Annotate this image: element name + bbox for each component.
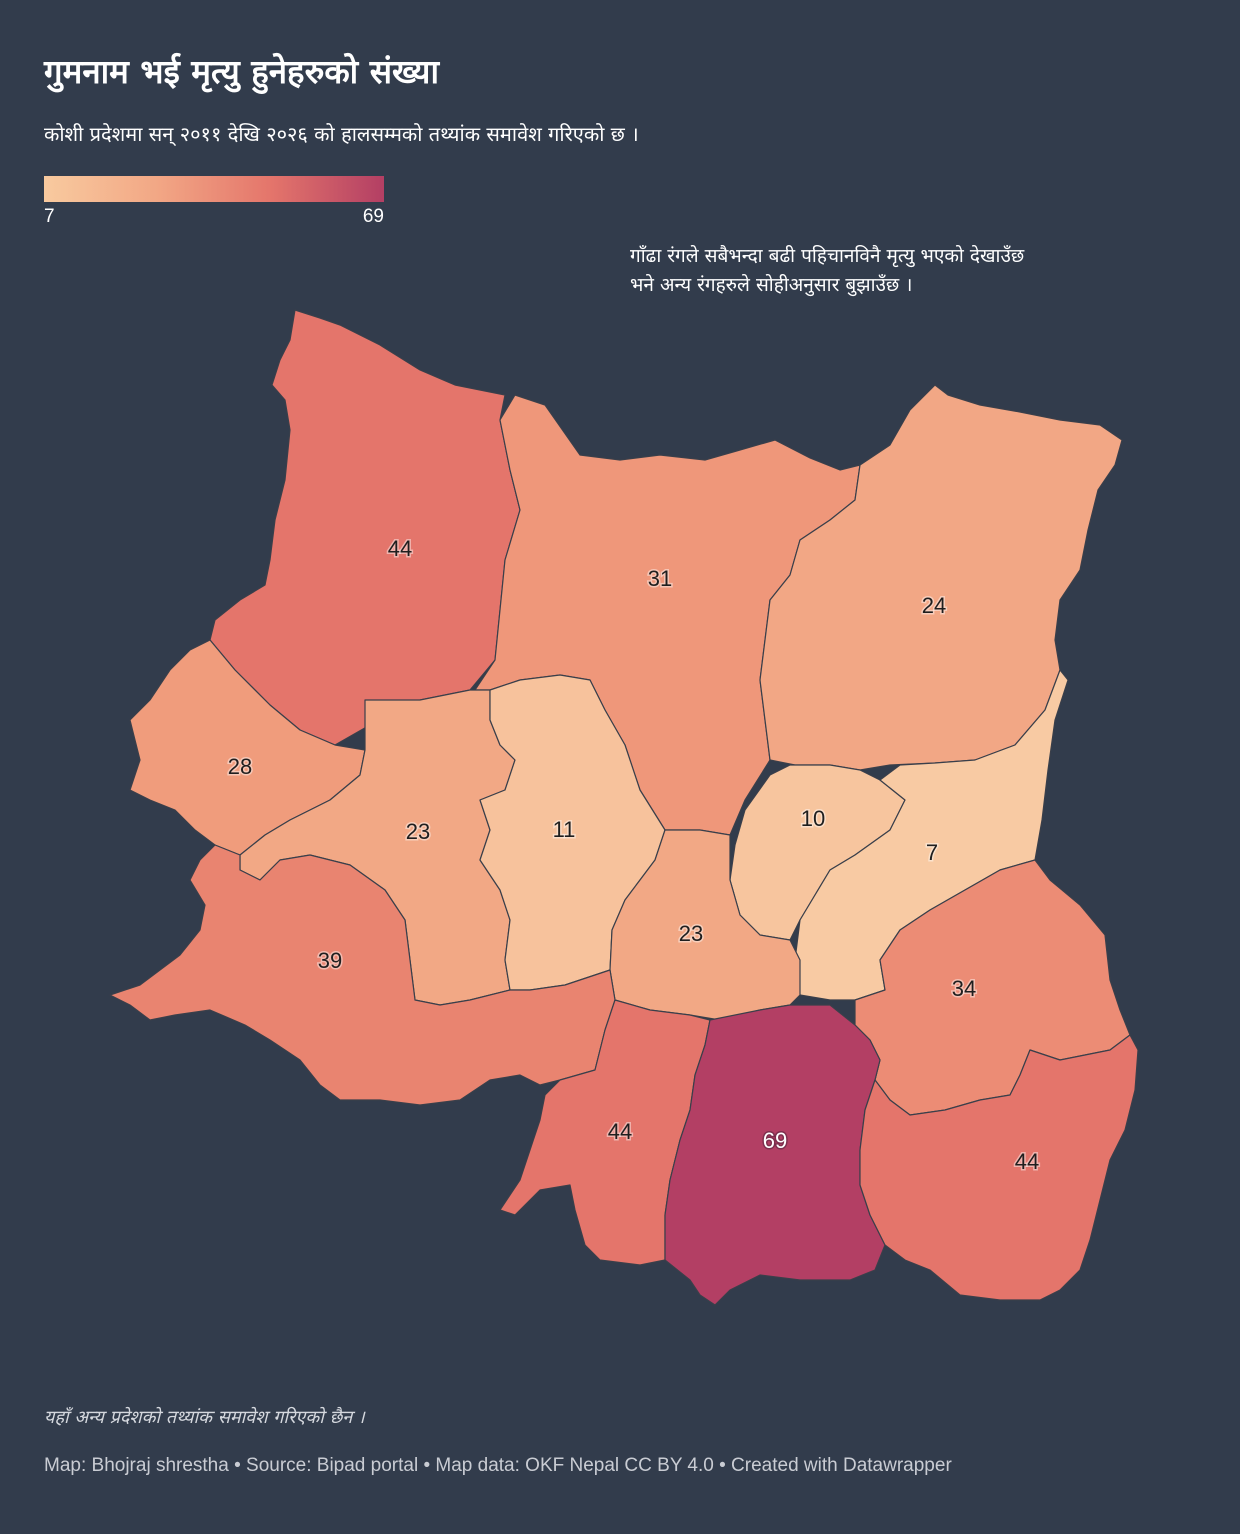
district-value-label: 44 — [1015, 1149, 1039, 1174]
district-value-labels: 44 31 24 28 23 11 10 7 23 39 34 44 69 44 — [226, 534, 1040, 1175]
district-value-label: 39 — [318, 948, 342, 973]
district-value-label: 31 — [648, 566, 672, 591]
map-title: गुमनाम भई मृत्यु हुनेहरुको संख्या — [44, 52, 439, 91]
legend-max-label: 69 — [362, 206, 384, 227]
district-value-label: 10 — [801, 806, 825, 831]
district-region[interactable] — [109, 844, 616, 1106]
district-region[interactable] — [859, 1034, 1139, 1301]
district-value-label: 23 — [406, 819, 430, 844]
map-annotation: गाँढा रंगले सबैभन्दा बढी पहिचानविनै मृत्… — [630, 245, 1025, 296]
district-value-label: 69 — [763, 1128, 787, 1153]
district-value-label: 11 — [553, 817, 576, 842]
color-legend: 7 69 — [44, 176, 384, 227]
map-credits: Map: Bhojraj shrestha • Source: Bipad po… — [44, 1455, 952, 1476]
district-region[interactable] — [759, 384, 1123, 771]
district-value-label: 23 — [679, 921, 703, 946]
legend-min-label: 7 — [44, 206, 55, 227]
district-region[interactable] — [664, 1004, 886, 1306]
district-value-label: 44 — [608, 1119, 632, 1144]
district-value-label: 24 — [922, 593, 946, 618]
district-value-label: 7 — [926, 840, 938, 865]
district-region[interactable] — [209, 309, 521, 746]
legend-gradient-bar — [44, 176, 384, 202]
district-value-label: 44 — [388, 536, 412, 561]
map-note: यहाँ अन्य प्रदेशको तथ्यांक समावेश गरिएको… — [44, 1407, 365, 1428]
district-value-label: 28 — [228, 754, 252, 779]
map-subtitle: कोशी प्रदेशमा सन् २०११ देखि २०२६ को हालस… — [44, 122, 639, 146]
legend-labels: 7 69 — [44, 202, 384, 227]
district-value-label: 34 — [952, 976, 976, 1001]
